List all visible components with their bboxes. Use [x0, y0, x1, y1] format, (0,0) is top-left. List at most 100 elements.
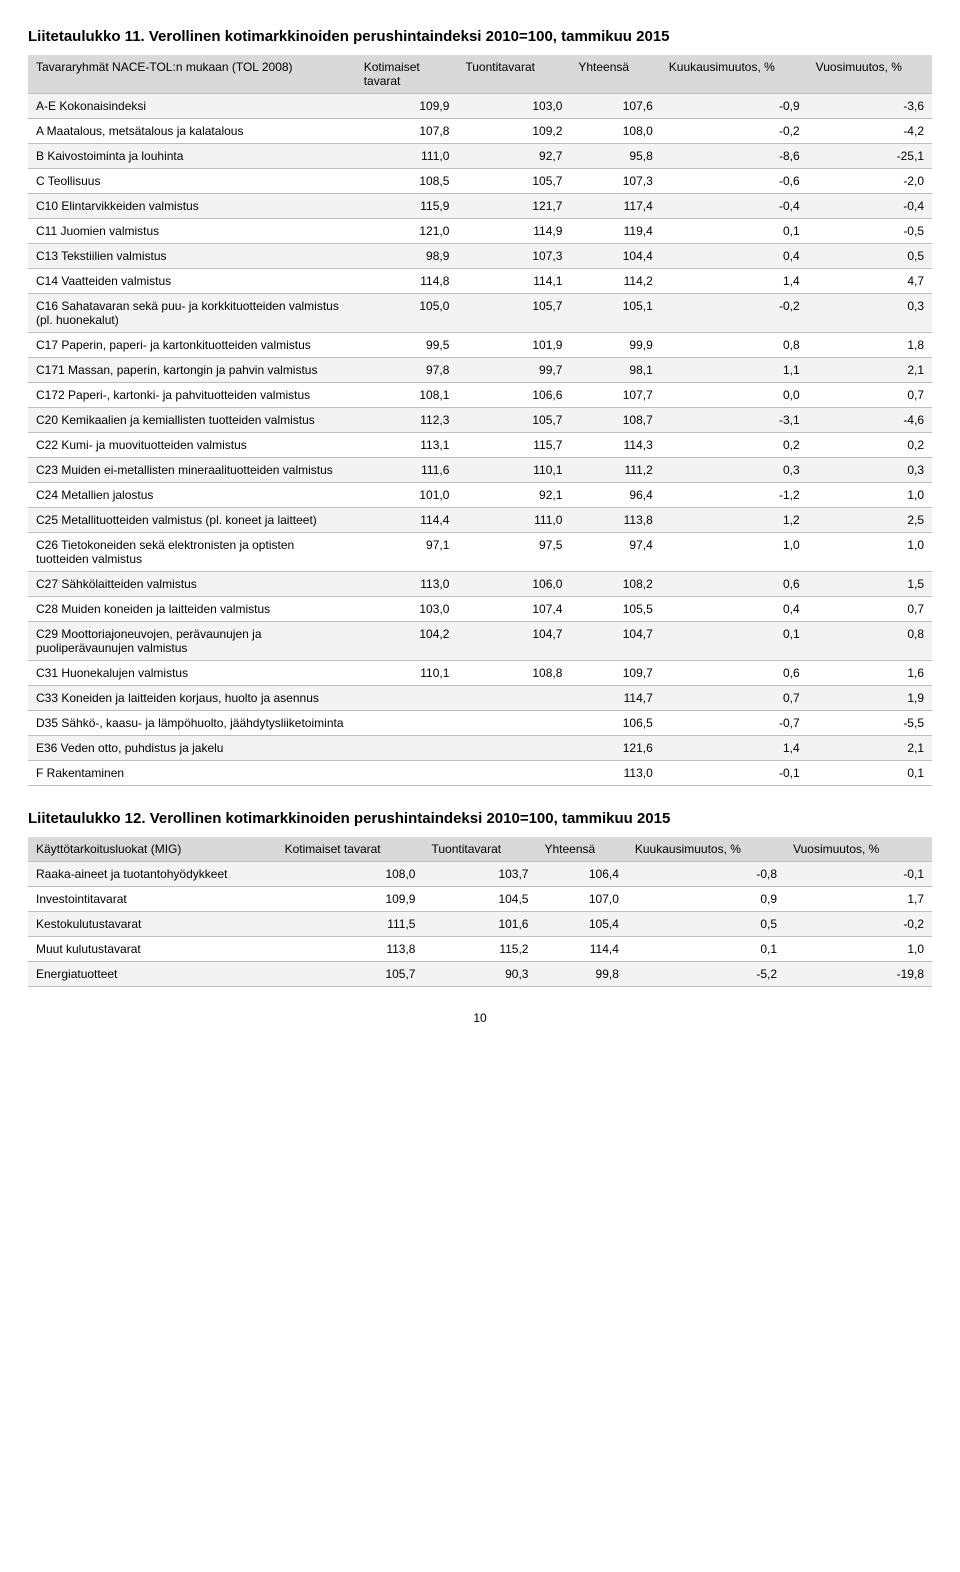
row-value: 121,0: [356, 219, 458, 244]
row-value: 0,4: [661, 244, 808, 269]
row-value: 0,6: [661, 661, 808, 686]
row-value: 0,3: [808, 294, 932, 333]
row-value: 110,1: [356, 661, 458, 686]
row-label: C13 Tekstiilien valmistus: [28, 244, 356, 269]
row-value: 108,7: [570, 408, 660, 433]
row-value: [457, 736, 570, 761]
row-value: 103,0: [356, 597, 458, 622]
row-value: 104,7: [457, 622, 570, 661]
row-label: C23 Muiden ei-metallisten mineraalituott…: [28, 458, 356, 483]
row-label: C29 Moottoriajoneuvojen, perävaunujen ja…: [28, 622, 356, 661]
table-row: C171 Massan, paperin, kartongin ja pahvi…: [28, 358, 932, 383]
row-value: 106,4: [536, 862, 626, 887]
row-label: Investointitavarat: [28, 887, 277, 912]
table-row: C31 Huonekalujen valmistus110,1108,8109,…: [28, 661, 932, 686]
table2: Käyttötarkoitusluokat (MIG) Kotimaiset t…: [28, 837, 932, 987]
table-row: Energiatuotteet105,790,399,8-5,2-19,8: [28, 962, 932, 987]
table2-h1: Kotimaiset tavarat: [277, 837, 424, 862]
row-value: 1,1: [661, 358, 808, 383]
row-label: A-E Kokonaisindeksi: [28, 94, 356, 119]
table-row: C14 Vaatteiden valmistus114,8114,1114,21…: [28, 269, 932, 294]
row-value: 119,4: [570, 219, 660, 244]
table1-h5: Vuosimuutos, %: [808, 55, 932, 94]
row-value: 105,7: [457, 408, 570, 433]
row-value: 97,8: [356, 358, 458, 383]
table-row: C22 Kumi- ja muovituotteiden valmistus11…: [28, 433, 932, 458]
row-value: 113,8: [277, 937, 424, 962]
row-label: C17 Paperin, paperi- ja kartonkituotteid…: [28, 333, 356, 358]
row-value: 109,7: [570, 661, 660, 686]
table1-h2: Tuontitavarat: [457, 55, 570, 94]
row-value: 1,0: [785, 937, 932, 962]
row-value: 0,8: [661, 333, 808, 358]
table-row: C26 Tietokoneiden sekä elektronisten ja …: [28, 533, 932, 572]
row-value: 111,6: [356, 458, 458, 483]
table-row: C23 Muiden ei-metallisten mineraalituott…: [28, 458, 932, 483]
row-value: 2,1: [808, 358, 932, 383]
row-value: 109,9: [356, 94, 458, 119]
row-value: -0,5: [808, 219, 932, 244]
table-row: C29 Moottoriajoneuvojen, perävaunujen ja…: [28, 622, 932, 661]
row-value: 98,9: [356, 244, 458, 269]
row-value: 0,5: [627, 912, 785, 937]
row-value: 105,5: [570, 597, 660, 622]
row-value: -0,9: [661, 94, 808, 119]
row-value: 108,1: [356, 383, 458, 408]
table-row: A-E Kokonaisindeksi109,9103,0107,6-0,9-3…: [28, 94, 932, 119]
row-value: 107,0: [536, 887, 626, 912]
row-label: C172 Paperi-, kartonki- ja pahvituotteid…: [28, 383, 356, 408]
row-value: 1,0: [661, 533, 808, 572]
row-value: 114,7: [570, 686, 660, 711]
row-label: C26 Tietokoneiden sekä elektronisten ja …: [28, 533, 356, 572]
row-value: 113,0: [356, 572, 458, 597]
row-value: -0,6: [661, 169, 808, 194]
row-label: Raaka-aineet ja tuotantohyödykkeet: [28, 862, 277, 887]
row-value: 1,0: [808, 533, 932, 572]
row-value: [356, 761, 458, 786]
row-value: 109,2: [457, 119, 570, 144]
row-label: C25 Metallituotteiden valmistus (pl. kon…: [28, 508, 356, 533]
row-value: 97,1: [356, 533, 458, 572]
row-value: [457, 686, 570, 711]
row-value: 105,1: [570, 294, 660, 333]
table-row: C33 Koneiden ja laitteiden korjaus, huol…: [28, 686, 932, 711]
row-value: 111,5: [277, 912, 424, 937]
row-value: 105,0: [356, 294, 458, 333]
row-label: C14 Vaatteiden valmistus: [28, 269, 356, 294]
table-row: A Maatalous, metsätalous ja kalatalous10…: [28, 119, 932, 144]
row-value: 104,5: [423, 887, 536, 912]
row-value: 115,9: [356, 194, 458, 219]
row-value: 0,2: [661, 433, 808, 458]
row-value: -3,6: [808, 94, 932, 119]
row-value: -0,8: [627, 862, 785, 887]
row-value: [356, 711, 458, 736]
row-value: 0,7: [808, 383, 932, 408]
row-value: 112,3: [356, 408, 458, 433]
row-value: 106,5: [570, 711, 660, 736]
row-value: -8,6: [661, 144, 808, 169]
row-value: 101,6: [423, 912, 536, 937]
table1-h4: Kuukausimuutos, %: [661, 55, 808, 94]
row-value: 105,7: [457, 169, 570, 194]
row-value: 113,1: [356, 433, 458, 458]
table2-header-row: Käyttötarkoitusluokat (MIG) Kotimaiset t…: [28, 837, 932, 862]
row-value: 107,8: [356, 119, 458, 144]
row-value: 0,4: [661, 597, 808, 622]
row-value: [457, 711, 570, 736]
row-value: 104,2: [356, 622, 458, 661]
row-label: Energiatuotteet: [28, 962, 277, 987]
row-label: C33 Koneiden ja laitteiden korjaus, huol…: [28, 686, 356, 711]
row-value: 104,4: [570, 244, 660, 269]
row-value: 104,7: [570, 622, 660, 661]
row-value: 114,4: [356, 508, 458, 533]
table-row: C20 Kemikaalien ja kemiallisten tuotteid…: [28, 408, 932, 433]
row-value: -25,1: [808, 144, 932, 169]
row-value: 106,0: [457, 572, 570, 597]
row-value: 105,7: [457, 294, 570, 333]
row-value: 0,1: [808, 761, 932, 786]
row-value: 0,2: [808, 433, 932, 458]
row-value: 115,7: [457, 433, 570, 458]
row-value: 105,4: [536, 912, 626, 937]
row-value: 101,9: [457, 333, 570, 358]
row-label: C16 Sahatavaran sekä puu- ja korkkituott…: [28, 294, 356, 333]
